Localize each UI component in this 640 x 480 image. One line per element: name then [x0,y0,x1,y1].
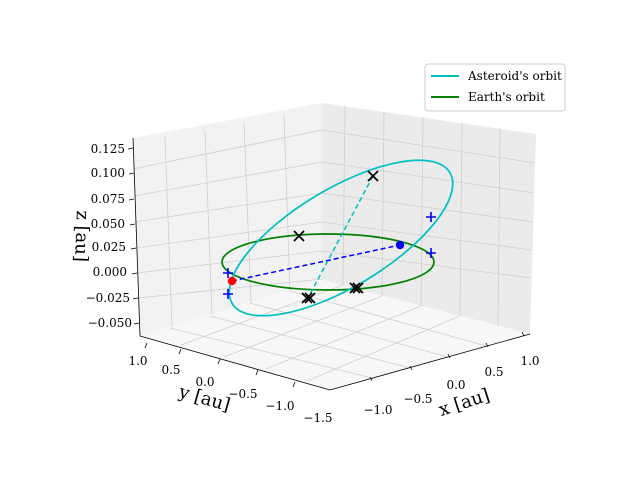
cyan-dashed-connector [307,175,374,299]
red-dot-marker [227,276,237,286]
earth-orbit-line [221,233,435,291]
grid-line [223,295,383,358]
z-tick-mark [132,297,139,300]
x-tick-label: 0.5 [484,365,503,379]
z-tick-label: −0.050 [88,316,132,330]
floor-pane [140,280,530,390]
blue-dashed-connector [231,244,401,282]
left-pane [133,103,322,336]
x-tick-mark [409,365,413,371]
legend-label-earth: Earth's orbit [468,90,545,104]
grid-line [164,136,173,328]
grid-line [134,192,323,223]
black-x-marker [301,292,313,304]
y-tick-label: −0.5 [228,387,257,401]
grid-line [283,114,291,292]
y-tick-label: 0.0 [195,375,214,389]
grid-line [381,111,385,297]
blue-plus-marker [223,268,233,278]
z-tick-mark [129,223,136,226]
blue-plus-marker [426,212,436,222]
legend-label-asteroid: Asteroid's orbit [467,69,562,83]
x-axis-line [329,333,531,391]
y-axis-line [139,335,331,391]
plot-area [221,159,454,317]
z-tick-mark [127,147,134,150]
grid-line [209,315,411,369]
y-tick-label: 0.5 [161,363,180,377]
grid-line [135,221,323,249]
y-tick-label: −1.0 [265,399,294,413]
grid-line [321,161,535,194]
grid-line [243,122,252,304]
right-pane [322,103,536,334]
tick-marks [127,147,525,388]
grid-line [342,105,346,286]
x-tick-mark [521,331,525,337]
y-tick-label: −1.5 [303,411,332,425]
blue-plus-marker [426,248,436,258]
x-tick-mark [447,353,451,359]
z-tick-mark [128,172,135,175]
blue-plus-marker [223,289,233,299]
legend: Asteroid's orbit Earth's orbit [424,63,566,112]
x-tick-label: 0.0 [446,378,465,392]
y-tick-mark [292,381,296,388]
z-tick-label: 0.125 [91,142,125,156]
grid-line [132,129,323,170]
x-tick-label: −1.0 [363,403,392,417]
z-tick-label: 0.050 [91,217,125,231]
grid-line [321,221,533,251]
z-axis-line [132,137,141,337]
z-tick-mark [133,322,140,325]
grid-line [249,302,449,358]
z-tick-mark [128,198,135,201]
grid-line [136,250,323,274]
grid-line [289,290,487,347]
black-x-marker [352,282,364,294]
x-tick-mark [369,376,373,382]
y-tick-label: 1.0 [128,354,147,368]
x-tick-mark [485,342,489,348]
asteroid-orbit-line [228,159,454,317]
black-x-marker [367,170,379,182]
grid-line [265,305,422,370]
black-x-marker [293,230,305,242]
z-tick-label: 0.075 [91,192,125,206]
y-tick-mark [178,348,182,355]
x-tick-label: −0.5 [403,392,432,406]
grid-line [497,128,501,327]
z-tick-label: −0.025 [86,291,130,305]
legend-box [424,63,566,112]
grid-line [204,129,213,316]
z-tick-label: 0.025 [92,240,126,254]
z-tick-mark [130,247,137,250]
y-tick-mark [217,358,221,365]
grid-line [321,250,532,279]
grid-line [321,192,534,223]
blue-dot-marker [395,240,405,250]
y-tick-mark [255,369,259,376]
grid-line [133,161,323,197]
z-axis-label: z [au] [70,210,93,262]
grid-line [420,116,424,307]
x-tick-label: 1.0 [520,354,539,368]
black-x-marker [304,292,316,304]
z-tick-label: 0.100 [91,166,125,180]
grid-line [306,315,461,382]
grid-line [459,122,463,317]
z-tick-mark [131,272,138,275]
grid-line [321,129,536,164]
black-x-marker [349,282,361,294]
z-tick-label: 0.000 [93,265,127,279]
y-tick-mark [144,342,148,349]
